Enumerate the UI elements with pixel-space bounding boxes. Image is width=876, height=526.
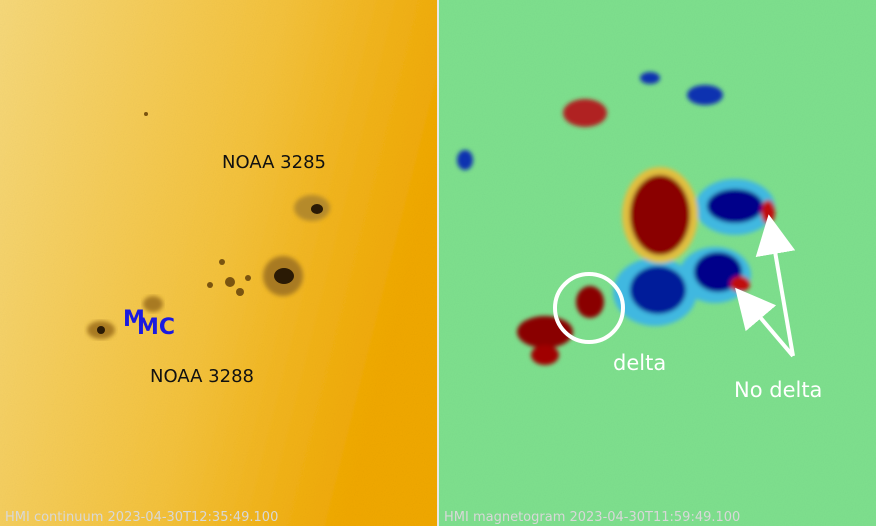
region-label: NOAA 3288 <box>150 366 254 387</box>
flare-marker: MC <box>137 315 175 340</box>
polarity-regions <box>457 72 775 365</box>
continuum-panel: NOAA 3285 NOAA 3288 M MC HMI continuum 2… <box>0 0 437 526</box>
divider <box>437 0 439 526</box>
sunspots <box>87 112 330 339</box>
magnetogram-panel: delta No delta HMI magnetogram 2023-04-3… <box>439 0 876 526</box>
delta-circle <box>553 272 625 344</box>
arrow <box>735 287 795 358</box>
annotation: No delta <box>734 378 822 402</box>
arrow <box>755 214 796 357</box>
photosphere <box>0 0 437 526</box>
annotation: delta <box>613 351 666 375</box>
caption: HMI continuum 2023-04-30T12:35:49.100 <box>5 510 278 525</box>
region-label: NOAA 3285 <box>222 152 326 173</box>
flare-marker: M <box>123 307 145 332</box>
caption: HMI magnetogram 2023-04-30T11:59:49.100 <box>444 510 740 525</box>
